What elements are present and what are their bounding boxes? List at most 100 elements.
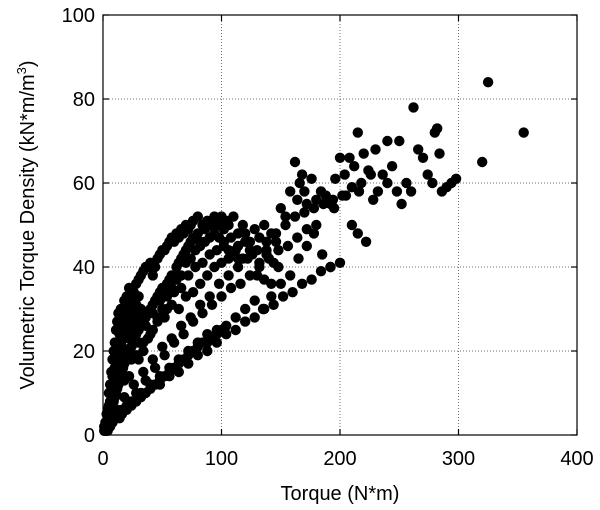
data-point: [294, 177, 305, 189]
x-tick-label: 300: [442, 448, 475, 470]
data-point: [123, 371, 135, 382]
data-point: [259, 303, 270, 315]
data-point: [185, 253, 196, 264]
data-point: [277, 291, 289, 302]
data-point: [327, 194, 339, 205]
data-point: [268, 299, 279, 310]
y-axis-label-main: Volumetric Torque Density (kN*m/m: [17, 74, 39, 389]
data-point: [147, 324, 158, 336]
data-point: [318, 198, 329, 210]
data-point: [117, 354, 129, 365]
data-point: [116, 341, 128, 352]
data-point: [244, 270, 256, 281]
data-point: [164, 371, 175, 382]
y-axis-label-close: ): [17, 60, 39, 67]
data-point: [450, 173, 462, 184]
data-point: [142, 333, 154, 344]
data-point: [334, 152, 346, 163]
data-point: [285, 186, 296, 197]
data-point: [382, 177, 393, 189]
data-point: [149, 261, 161, 273]
data-point: [261, 249, 272, 260]
data-point: [176, 282, 187, 294]
data-point: [293, 253, 304, 264]
data-point: [434, 148, 445, 159]
data-point: [328, 203, 340, 214]
data-point: [289, 156, 301, 168]
data-point: [225, 232, 237, 243]
data-point: [352, 127, 363, 138]
data-point: [176, 270, 187, 281]
data-point: [195, 278, 206, 289]
data-point: [280, 219, 291, 231]
data-point: [216, 291, 227, 302]
data-point: [306, 173, 317, 184]
data-point: [292, 232, 303, 243]
data-point: [157, 341, 168, 352]
data-point: [306, 274, 317, 285]
data-point: [133, 291, 144, 302]
data-point: [339, 169, 350, 180]
data-point: [235, 278, 246, 289]
data-point: [230, 312, 241, 323]
data-point: [223, 270, 234, 281]
data-point: [244, 245, 256, 256]
data-point: [394, 135, 405, 147]
data-point: [161, 291, 173, 302]
data-point: [149, 362, 161, 373]
data-point: [240, 228, 251, 239]
data-point: [422, 169, 433, 180]
data-point: [128, 379, 139, 390]
data-point: [299, 186, 310, 197]
data-point: [296, 278, 308, 289]
x-tick-label: 200: [323, 448, 356, 470]
y-tick-label: 40: [73, 257, 95, 279]
data-point: [202, 345, 213, 357]
data-point: [386, 161, 398, 172]
y-tick-label: 60: [73, 173, 95, 195]
data-point: [173, 366, 184, 378]
y-tick-label: 20: [73, 341, 95, 363]
x-tick-labels: 0 100 200 300 400: [97, 448, 593, 470]
data-point: [405, 186, 417, 197]
data-point: [477, 156, 488, 168]
data-point: [396, 198, 407, 210]
data-point: [152, 312, 163, 323]
data-point: [408, 102, 419, 113]
data-point: [173, 303, 184, 315]
x-axis-label: Torque (N*m): [281, 483, 400, 505]
y-axis-label-superscript: 3: [14, 67, 29, 74]
data-point: [285, 270, 296, 281]
data-point: [368, 194, 379, 205]
data-point: [301, 224, 312, 235]
y-tick-label: 100: [62, 5, 95, 27]
y-axis-label: Volumetric Torque Density (kN*m/m3): [14, 60, 39, 389]
data-point: [270, 228, 282, 239]
data-point: [133, 354, 144, 365]
data-point: [178, 329, 189, 340]
data-point: [195, 299, 206, 310]
data-point: [213, 232, 225, 243]
data-point: [289, 211, 301, 222]
data-point: [159, 350, 170, 361]
data-point: [401, 177, 412, 189]
data-point: [254, 257, 265, 268]
data-point: [344, 152, 355, 163]
data-point: [315, 266, 327, 277]
data-point: [261, 236, 272, 247]
data-point: [287, 287, 298, 298]
data-point: [228, 211, 239, 222]
data-point: [259, 219, 270, 231]
data-point: [370, 144, 381, 155]
data-point: [157, 303, 168, 315]
data-point: [266, 278, 277, 289]
data-point: [237, 219, 248, 231]
data-point: [206, 299, 218, 310]
data-point: [349, 161, 360, 172]
data-point: [432, 123, 443, 134]
data-point: [417, 152, 429, 163]
data-point: [192, 211, 203, 222]
data-point: [202, 270, 213, 281]
data-point: [301, 240, 312, 252]
